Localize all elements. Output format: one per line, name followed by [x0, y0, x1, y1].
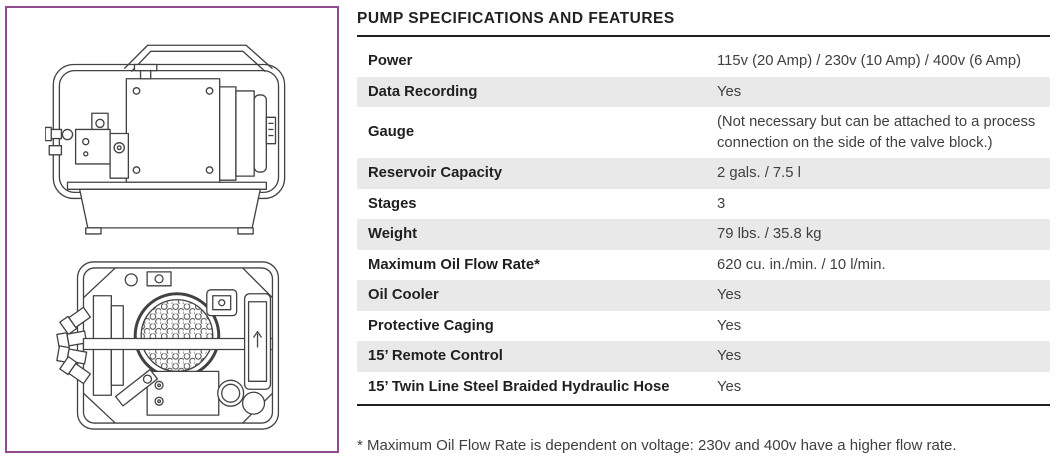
spec-row-max-oil-flow-rate: Maximum Oil Flow Rate* 620 cu. in./min. … — [357, 250, 1050, 281]
spec-value: (Not necessary but can be attached to a … — [717, 114, 1036, 151]
spec-value: 3 — [717, 195, 726, 212]
title-rule — [357, 35, 1050, 37]
spec-label: Reservoir Capacity — [368, 165, 503, 181]
spec-label: 15’ Remote Control — [368, 348, 503, 364]
spec-row-power: Power 115v (20 Amp) / 230v (10 Amp) / 40… — [357, 46, 1050, 77]
pump-top-view-drawing — [56, 261, 280, 430]
spec-value: Yes — [717, 348, 742, 364]
spec-row-hydraulic-hose: 15’ Twin Line Steel Braided Hydraulic Ho… — [357, 372, 1050, 403]
spec-label: Data Recording — [368, 83, 478, 100]
spec-row-remote-control: 15’ Remote Control Yes — [357, 341, 1050, 372]
pump-figure-panel — [5, 6, 339, 453]
spec-label: Oil Cooler — [368, 287, 439, 303]
pump-side-view-drawing — [45, 44, 286, 235]
spec-value: 2 gals. / 7.5 l — [717, 165, 801, 181]
table-bottom-rule — [357, 404, 1050, 406]
spec-value: Yes — [717, 287, 742, 303]
spec-label: Maximum Oil Flow Rate* — [368, 256, 540, 273]
spec-label: Power — [368, 53, 413, 69]
spec-value: Yes — [717, 378, 742, 395]
spec-row-protective-caging: Protective Caging Yes — [357, 311, 1050, 342]
spec-panel: PUMP SPECIFICATIONS AND FEATURES Power 1… — [357, 10, 1050, 454]
spec-row-reservoir-capacity: Reservoir Capacity 2 gals. / 7.5 l — [357, 158, 1050, 189]
spec-value: 79 lbs. / 35.8 kg — [717, 226, 822, 242]
spec-row-gauge: Gauge (Not necessary but can be attached… — [357, 107, 1050, 158]
spec-table: Power 115v (20 Amp) / 230v (10 Amp) / 40… — [357, 46, 1050, 402]
page-title: PUMP SPECIFICATIONS AND FEATURES — [357, 10, 675, 27]
footnote: * Maximum Oil Flow Rate is dependent on … — [357, 436, 957, 454]
spec-row-stages: Stages 3 — [357, 189, 1050, 220]
spec-row-oil-cooler: Oil Cooler Yes — [357, 280, 1050, 311]
spec-row-data-recording: Data Recording Yes — [357, 76, 1050, 107]
spec-value: Yes — [717, 83, 742, 100]
spec-label: Gauge — [368, 124, 415, 141]
spec-row-weight: Weight 79 lbs. / 35.8 kg — [357, 219, 1050, 250]
spec-value: Yes — [717, 317, 742, 334]
spec-label: 15’ Twin Line Steel Braided Hydraulic Ho… — [368, 378, 670, 395]
spec-value: 115v (20 Amp) / 230v (10 Amp) / 400v (6 … — [717, 53, 1022, 69]
spec-label: Protective Caging — [368, 317, 494, 334]
spec-label: Weight — [368, 226, 418, 242]
spec-label: Stages — [368, 195, 417, 212]
spec-value: 620 cu. in./min. / 10 l/min. — [717, 256, 886, 273]
